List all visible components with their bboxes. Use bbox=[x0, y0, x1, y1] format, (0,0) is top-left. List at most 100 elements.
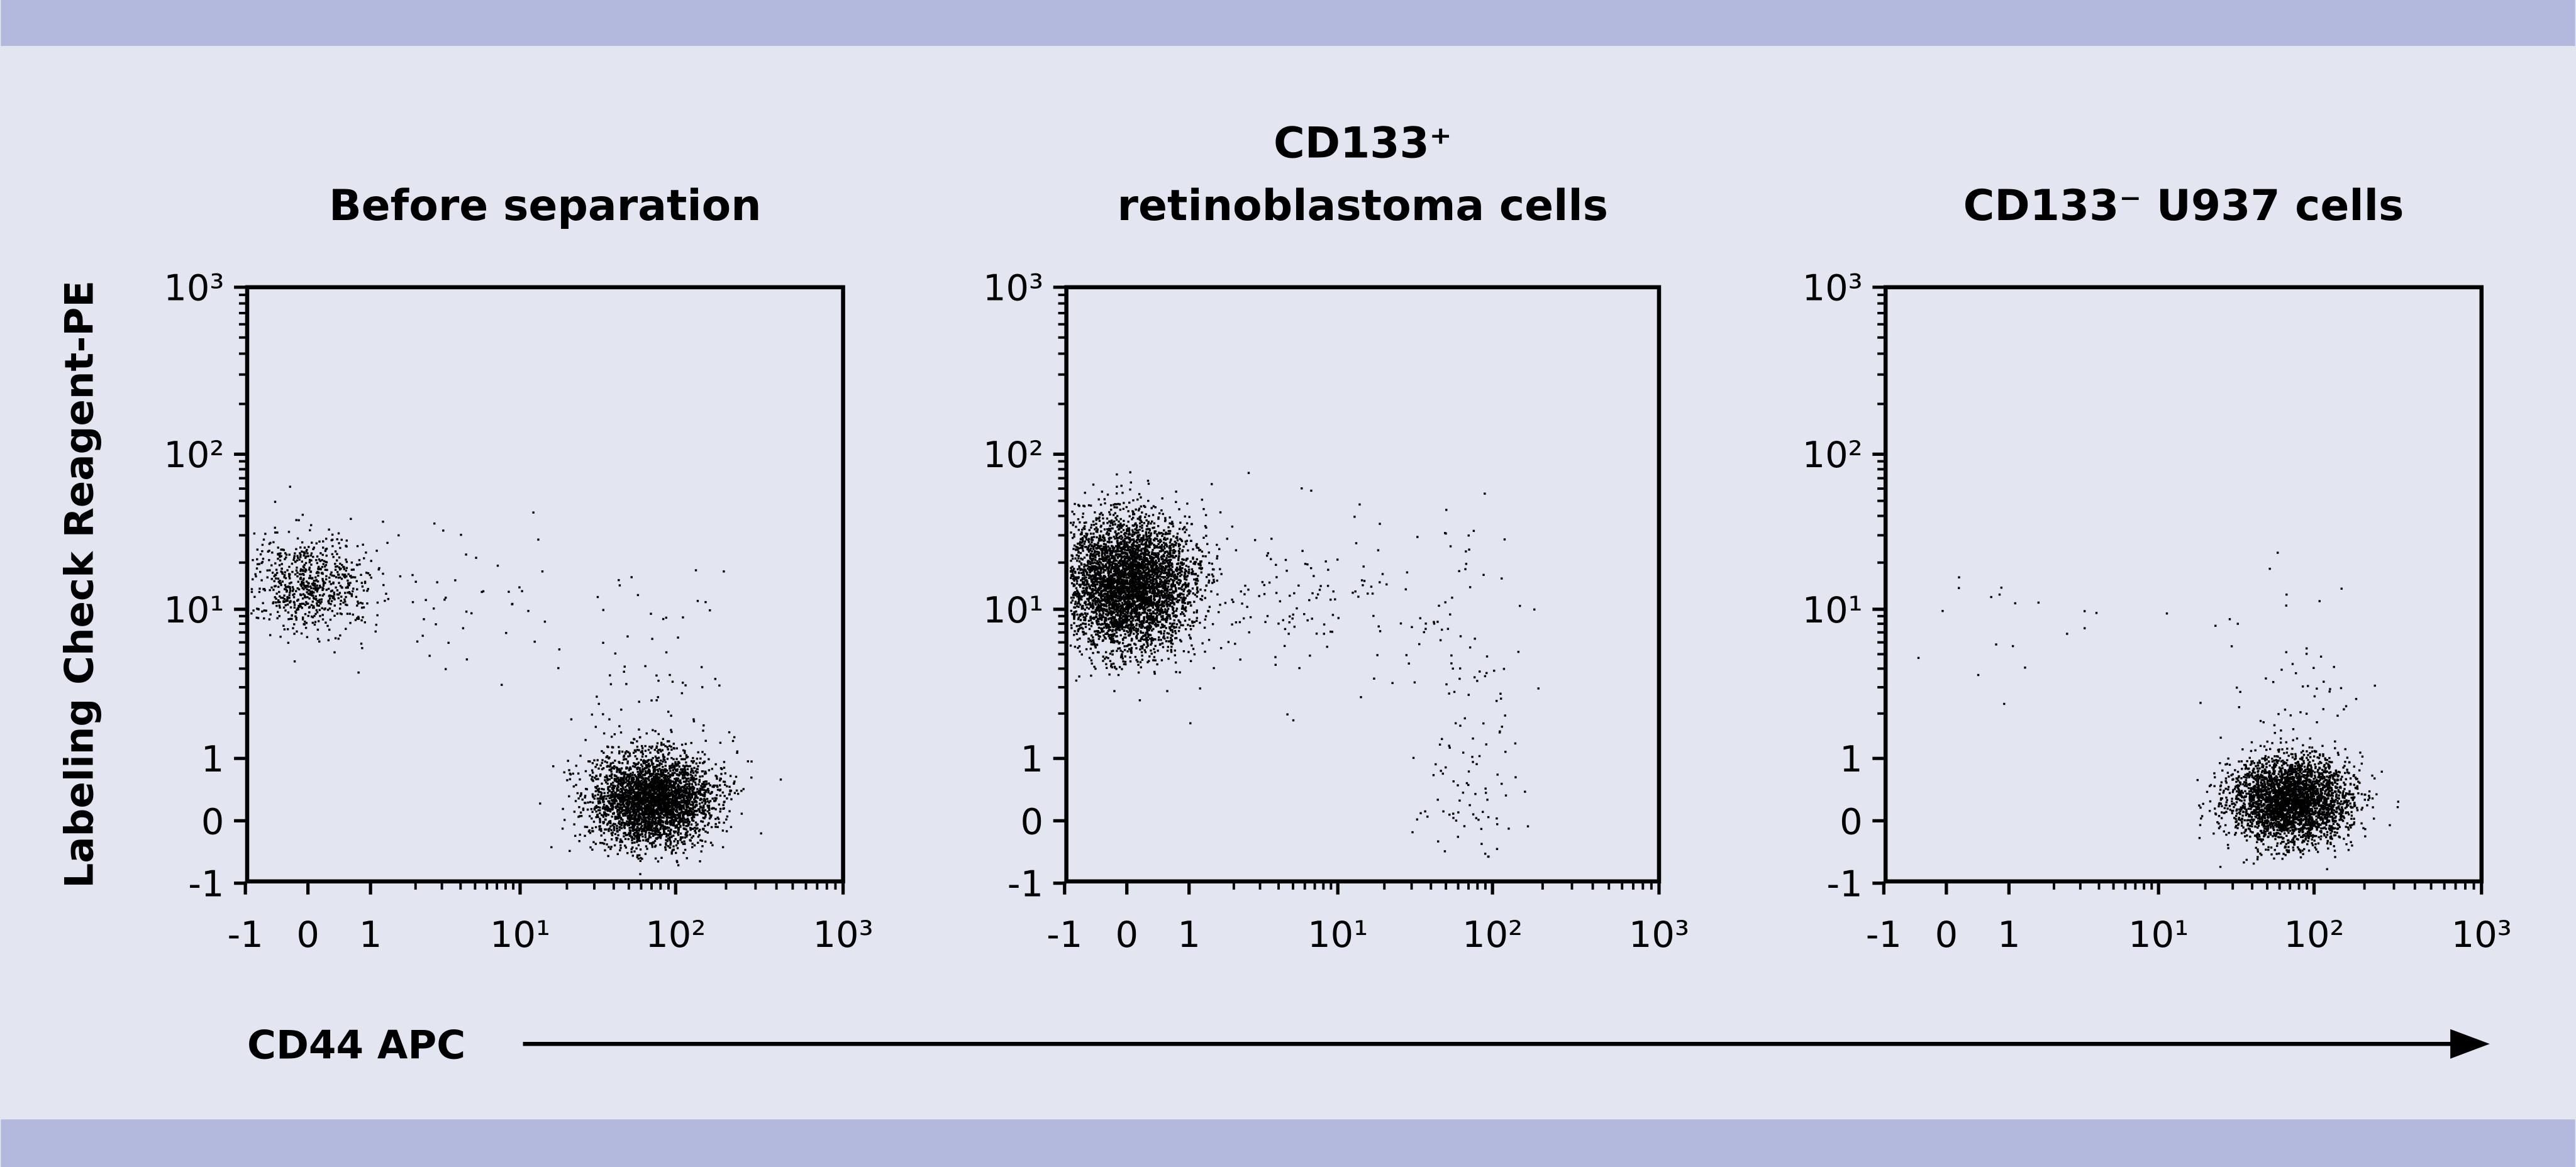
data-point bbox=[1113, 520, 1116, 523]
data-point bbox=[1080, 557, 1082, 560]
data-point bbox=[624, 838, 627, 841]
data-point bbox=[706, 800, 709, 803]
data-point bbox=[317, 567, 319, 570]
data-point bbox=[272, 602, 274, 605]
data-point bbox=[637, 857, 640, 860]
data-point bbox=[655, 774, 658, 777]
data-point bbox=[708, 758, 710, 761]
data-point bbox=[688, 790, 691, 792]
data-point bbox=[664, 809, 667, 812]
data-point bbox=[639, 860, 642, 862]
data-point bbox=[682, 791, 685, 794]
data-point bbox=[637, 788, 640, 790]
data-point bbox=[696, 841, 699, 844]
data-point bbox=[1135, 627, 1138, 630]
data-point bbox=[644, 782, 647, 784]
data-point bbox=[662, 797, 665, 800]
data-point bbox=[1087, 599, 1090, 602]
data-point bbox=[656, 827, 659, 830]
data-point bbox=[631, 837, 634, 839]
data-point bbox=[599, 819, 601, 821]
data-point bbox=[608, 775, 611, 777]
data-point bbox=[324, 607, 326, 610]
data-point bbox=[347, 582, 350, 585]
data-point bbox=[672, 796, 674, 799]
data-point bbox=[579, 778, 581, 781]
data-point bbox=[382, 572, 384, 575]
data-point bbox=[579, 811, 582, 814]
data-point bbox=[628, 812, 631, 814]
data-point bbox=[672, 819, 675, 821]
data-point bbox=[288, 573, 291, 575]
data-point bbox=[611, 773, 613, 775]
data-point bbox=[708, 782, 710, 785]
data-point bbox=[642, 760, 645, 763]
data-point bbox=[252, 578, 254, 581]
data-point bbox=[699, 839, 702, 842]
data-point bbox=[682, 816, 685, 818]
data-point bbox=[714, 826, 717, 828]
data-point bbox=[362, 589, 365, 592]
data-point bbox=[428, 655, 431, 657]
data-point bbox=[692, 802, 694, 805]
data-point bbox=[704, 809, 707, 812]
data-point bbox=[698, 802, 701, 805]
data-point bbox=[307, 614, 309, 617]
data-point bbox=[695, 824, 698, 827]
data-point bbox=[285, 588, 287, 590]
data-point bbox=[347, 573, 350, 575]
data-point bbox=[663, 831, 665, 833]
data-point bbox=[311, 616, 314, 619]
data-point bbox=[339, 546, 341, 550]
data-point bbox=[650, 781, 652, 783]
data-point bbox=[277, 553, 279, 556]
data-point bbox=[1146, 528, 1149, 530]
data-point bbox=[260, 579, 263, 582]
data-point bbox=[649, 751, 652, 754]
data-point bbox=[299, 577, 302, 579]
data-point bbox=[601, 787, 603, 790]
data-point bbox=[633, 824, 636, 827]
data-point bbox=[1163, 600, 1165, 603]
data-point bbox=[632, 833, 635, 836]
data-point bbox=[684, 809, 687, 811]
data-point bbox=[643, 827, 646, 829]
data-point bbox=[1167, 529, 1170, 533]
data-point bbox=[718, 779, 721, 782]
data-point bbox=[613, 795, 616, 798]
data-point bbox=[681, 682, 684, 684]
data-point bbox=[673, 840, 675, 843]
data-point bbox=[608, 718, 611, 721]
data-point bbox=[582, 809, 585, 811]
data-point bbox=[602, 797, 605, 800]
data-point bbox=[687, 773, 690, 776]
data-point bbox=[618, 849, 621, 852]
data-point bbox=[1196, 543, 1198, 546]
data-point bbox=[644, 777, 647, 780]
data-point bbox=[639, 802, 642, 805]
data-point bbox=[328, 602, 330, 605]
data-point bbox=[641, 799, 645, 802]
data-point bbox=[690, 771, 692, 773]
data-point bbox=[288, 582, 291, 585]
data-point bbox=[482, 590, 485, 593]
data-point bbox=[620, 839, 623, 842]
top-band bbox=[1, 0, 2575, 47]
data-point bbox=[1097, 638, 1101, 640]
data-point bbox=[676, 847, 679, 849]
data-point bbox=[669, 792, 672, 794]
data-point bbox=[271, 572, 274, 574]
data-point bbox=[629, 832, 632, 834]
data-point bbox=[638, 835, 640, 838]
data-point bbox=[672, 822, 675, 825]
data-point bbox=[288, 553, 291, 556]
data-point bbox=[651, 817, 654, 819]
data-point bbox=[315, 542, 318, 545]
data-point bbox=[631, 828, 635, 831]
data-point bbox=[1114, 616, 1116, 619]
data-point bbox=[275, 568, 278, 571]
data-point bbox=[280, 596, 282, 599]
data-point bbox=[614, 798, 617, 801]
data-point bbox=[665, 842, 667, 844]
data-point bbox=[1172, 571, 1175, 573]
